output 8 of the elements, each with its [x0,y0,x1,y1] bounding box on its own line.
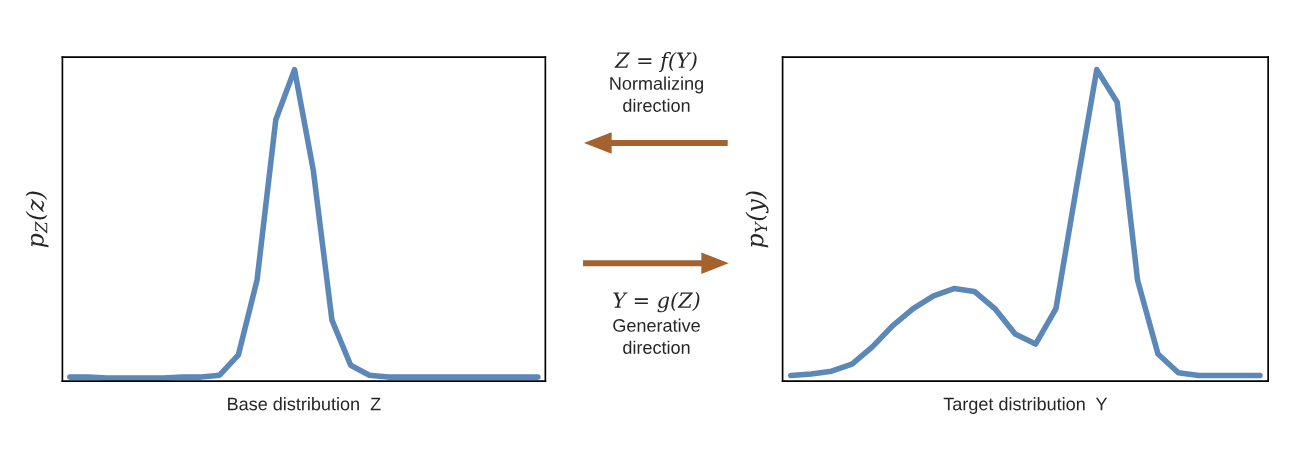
text: Z = f(Y) [614,51,697,73]
text: Normalizing direction [610,76,703,112]
y-axis-title: p$_{Y}$(y) [745,191,769,248]
text: Y = g(Z) [613,291,700,313]
y-axis-title: p$_{Z}$(z) [25,191,49,248]
text: Generative direction [613,318,700,354]
x-axis-title: Target distribution Y [943,397,1108,414]
x-axis-title: Base distribution Z [228,397,381,411]
